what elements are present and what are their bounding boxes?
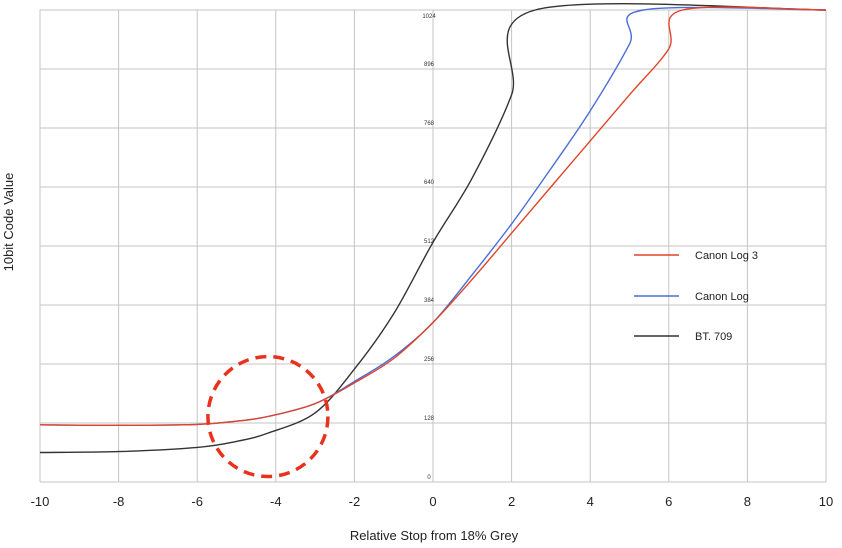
- series-line-bt-709: [39, 3, 827, 454]
- x-tick-label: 10: [819, 494, 833, 509]
- y-tick-label: 768: [424, 121, 435, 127]
- y-tick-label: 128: [424, 416, 435, 422]
- x-tick-label: -2: [349, 494, 361, 509]
- x-tick-label: 0: [429, 494, 436, 509]
- legend: Canon Log 3 Canon Log BT. 709: [634, 250, 758, 343]
- y-tick-label: 384: [424, 298, 435, 304]
- x-axis-title: Relative Stop from 18% Grey: [350, 528, 519, 543]
- y-tick-label: 896: [424, 62, 435, 68]
- annotations: [206, 354, 330, 479]
- y-tick-label: 0: [427, 475, 431, 481]
- grid: [39, 9, 827, 483]
- y-tick-label: 256: [424, 357, 435, 363]
- x-tick-label: 8: [744, 494, 751, 509]
- x-tick-label: 6: [665, 494, 672, 509]
- y-axis-ticks: 0 128 256 384 512 640 768 896 1024: [422, 14, 436, 481]
- x-axis-ticks: -10 -8 -6 -4 -2 0 2 4 6 8 10: [31, 494, 834, 509]
- legend-label: Canon Log 3: [695, 250, 758, 262]
- legend-label: BT. 709: [695, 331, 732, 343]
- x-tick-label: 2: [508, 494, 515, 509]
- x-tick-label: -6: [191, 494, 203, 509]
- y-tick-label: 640: [424, 180, 435, 186]
- x-tick-label: -4: [270, 494, 282, 509]
- y-tick-label: 512: [424, 239, 435, 245]
- x-tick-label: -8: [113, 494, 125, 509]
- x-tick-label: 4: [587, 494, 594, 509]
- series-line-canon-log-3: [39, 6, 827, 427]
- y-tick-label: 1024: [422, 14, 436, 20]
- x-tick-label: -10: [31, 494, 50, 509]
- series-lines: [39, 3, 827, 454]
- legend-label: Canon Log: [695, 291, 749, 303]
- highlight-circle: [206, 354, 330, 479]
- y-axis-title: 10bit Code Value: [1, 173, 16, 272]
